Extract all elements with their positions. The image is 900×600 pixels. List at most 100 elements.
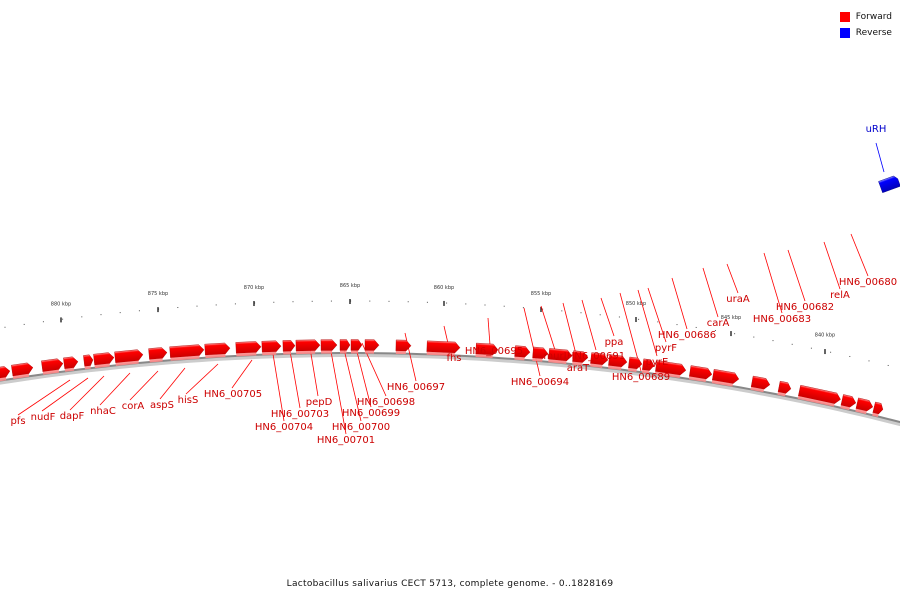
leader-line <box>487 317 491 346</box>
gene-arrow <box>114 349 144 366</box>
minor-tick <box>234 303 236 305</box>
leader-line <box>342 344 362 422</box>
leader-line <box>581 299 597 351</box>
minor-tick <box>542 308 544 310</box>
minor-tick <box>311 300 313 302</box>
minor-tick <box>599 314 601 316</box>
gene-arrow <box>872 401 884 417</box>
minor-tick <box>4 326 6 328</box>
minor-tick <box>196 305 198 307</box>
tick-label: 845 kbp <box>721 315 741 321</box>
minor-tick <box>62 318 64 320</box>
gene-label: HN6_00680 <box>839 277 897 288</box>
leader-line <box>726 263 739 294</box>
leader-line <box>540 305 556 351</box>
minor-tick <box>618 316 620 318</box>
gene-arrow <box>514 345 531 361</box>
minor-tick <box>830 351 832 353</box>
minor-tick <box>177 307 179 309</box>
gene-arrow <box>204 342 231 359</box>
gene-label: fhs <box>446 353 461 364</box>
minor-tick <box>465 303 467 305</box>
legend-forward: Forward <box>839 9 892 24</box>
minor-tick <box>42 321 44 323</box>
label-leader-lines <box>17 142 885 435</box>
gene-arrow <box>627 356 643 372</box>
legend-forward-swatch <box>839 11 850 22</box>
gene-arrow <box>235 341 262 357</box>
tick-label: 880 kbp <box>51 301 71 307</box>
gene-arrow <box>395 339 412 355</box>
minor-tick <box>138 310 140 312</box>
leader-line <box>671 277 688 330</box>
gene-arrow <box>0 366 11 382</box>
gene-label: corA <box>122 401 145 412</box>
minor-tick <box>273 301 275 303</box>
gene-label: uraA <box>726 294 750 305</box>
gene-label: uRH <box>866 124 887 135</box>
gene-label: HN6_00686 <box>658 330 716 341</box>
leader-line <box>41 377 89 412</box>
leader-line <box>637 289 658 357</box>
minor-tick <box>330 300 332 302</box>
gene-arrow <box>548 348 573 364</box>
gene-label: dapF <box>60 411 85 422</box>
gene-arrow <box>840 394 857 411</box>
gene-arrow <box>572 350 589 366</box>
gene-label: HN6_00691 <box>567 351 625 362</box>
gene-arrow <box>608 354 628 371</box>
legend: Forward Reverse <box>839 9 892 41</box>
leader-line <box>702 267 719 318</box>
gene-arrow <box>350 339 363 354</box>
minor-tick <box>772 340 774 342</box>
minor-tick <box>714 329 716 331</box>
gene-arrow <box>282 340 296 355</box>
gene-arrow <box>63 356 79 372</box>
gene-arrow <box>750 375 771 393</box>
leader-line <box>787 249 806 302</box>
gene-arrow <box>320 339 338 354</box>
tick-label: 850 kbp <box>626 301 646 307</box>
tick-label: 855 kbp <box>531 291 551 297</box>
gene-label: pfs <box>10 416 25 427</box>
gene-label: HN6_00700 <box>332 422 390 433</box>
minor-tick <box>638 318 640 320</box>
gene-label: HN6_00695 <box>465 346 523 357</box>
gene-label: HN6_00704 <box>255 422 313 433</box>
leader-line <box>231 359 253 389</box>
gene-label: araT <box>567 363 590 374</box>
minor-tick <box>657 321 659 323</box>
gene-label: HN6_00699 <box>342 408 400 419</box>
gene-arrow <box>475 342 499 359</box>
minor-tick <box>23 323 25 325</box>
gene-label: relA <box>830 290 850 301</box>
minor-tick <box>503 305 505 307</box>
minor-tick <box>868 360 870 362</box>
leader-line <box>309 347 319 397</box>
gene-label: pyrE <box>646 357 669 368</box>
gene-arrow <box>169 344 205 361</box>
gene-arrow <box>41 358 64 375</box>
leader-line <box>850 233 869 277</box>
gene-arrow <box>261 340 282 356</box>
gene-arrow <box>364 339 380 354</box>
gene-labels: pfs nudF dapF nhaC corA aspS hisS HN6_00705 HN6_… <box>10 124 897 446</box>
gene-arrow <box>711 369 740 387</box>
gene-label: aspS <box>150 400 174 411</box>
gene-arrow <box>93 352 115 369</box>
gene-label: carA <box>707 318 730 329</box>
gene-arrow <box>590 352 609 368</box>
minor-tick <box>522 307 524 309</box>
tick-label: 840 kbp <box>815 333 835 339</box>
gene-arrow <box>777 380 792 397</box>
legend-forward-label: Forward <box>855 11 892 22</box>
tick-label: 860 kbp <box>434 285 454 291</box>
gene-arrow <box>148 347 168 363</box>
gene-arrow <box>295 339 321 355</box>
gene-arrow <box>654 360 687 379</box>
gene-label: HN6_00703 <box>271 409 329 420</box>
leader-line <box>875 142 885 173</box>
legend-reverse-label: Reverse <box>855 27 892 38</box>
minor-tick <box>791 343 793 345</box>
